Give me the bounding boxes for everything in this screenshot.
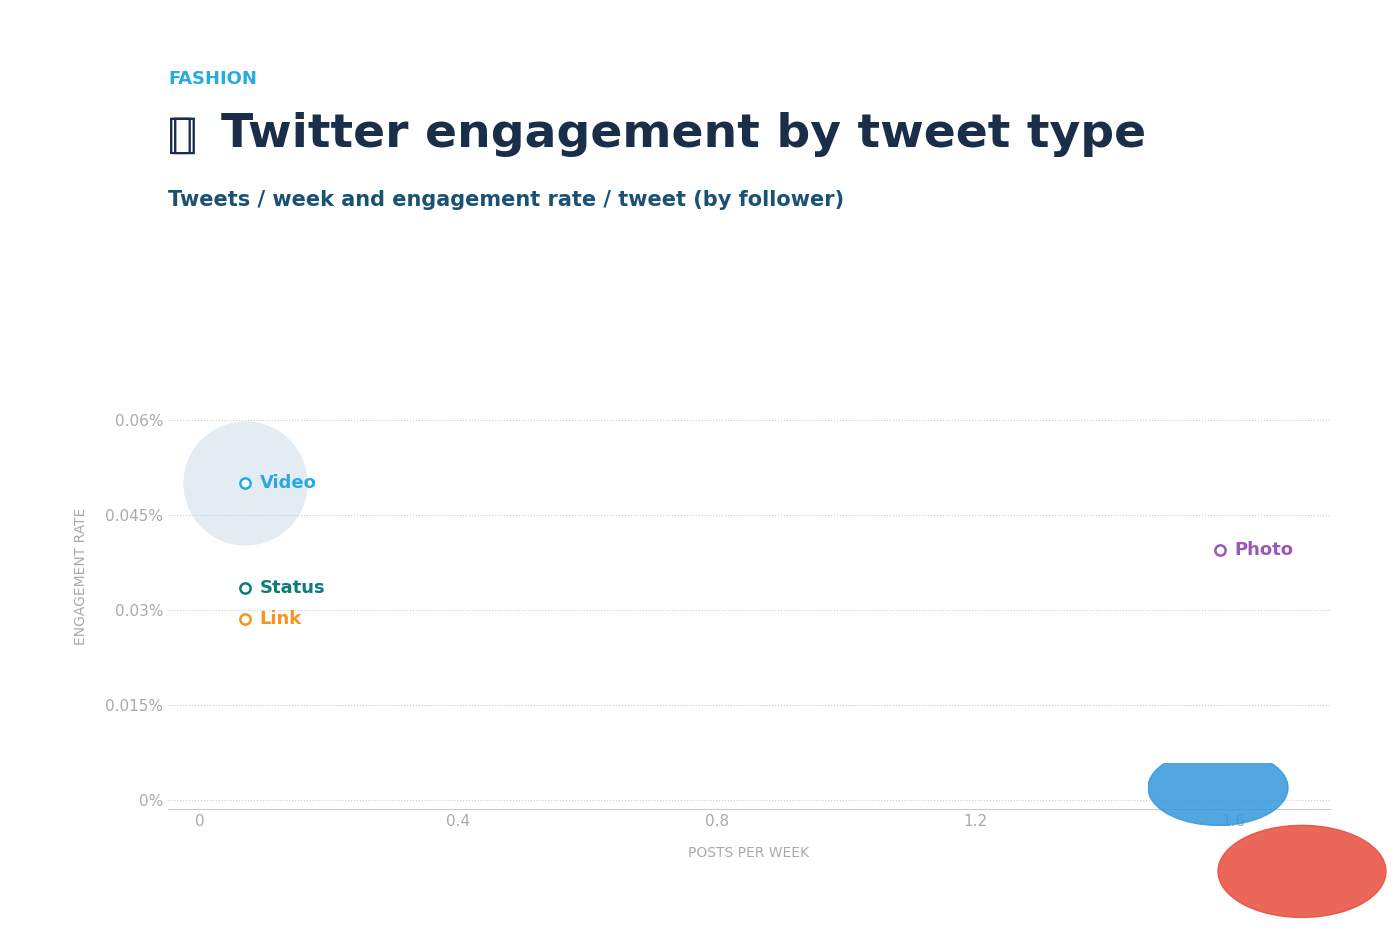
Text: Photo: Photo — [1235, 540, 1294, 559]
Point — [234, 612, 256, 627]
Text: Link: Link — [259, 610, 302, 629]
Text: Rival: Rival — [1256, 857, 1313, 877]
Text: IQ: IQ — [1271, 888, 1298, 908]
Text: FASHION: FASHION — [168, 71, 256, 88]
Text: Status: Status — [259, 578, 325, 597]
Ellipse shape — [1148, 750, 1288, 826]
Text: Twitter engagement by tweet type: Twitter engagement by tweet type — [221, 113, 1147, 157]
Point — [234, 476, 256, 491]
Text: 🐦: 🐦 — [172, 113, 197, 156]
Text: Video: Video — [259, 474, 316, 492]
Text: Tweets / week and engagement rate / tweet (by follower): Tweets / week and engagement rate / twee… — [168, 190, 844, 210]
Point — [234, 476, 256, 491]
Y-axis label: ENGAGEMENT RATE: ENGAGEMENT RATE — [74, 508, 88, 645]
Ellipse shape — [1218, 826, 1386, 917]
X-axis label: POSTS PER WEEK: POSTS PER WEEK — [689, 845, 809, 859]
Point — [1210, 542, 1232, 557]
Text: ⭐: ⭐ — [168, 113, 193, 156]
Point — [234, 580, 256, 595]
